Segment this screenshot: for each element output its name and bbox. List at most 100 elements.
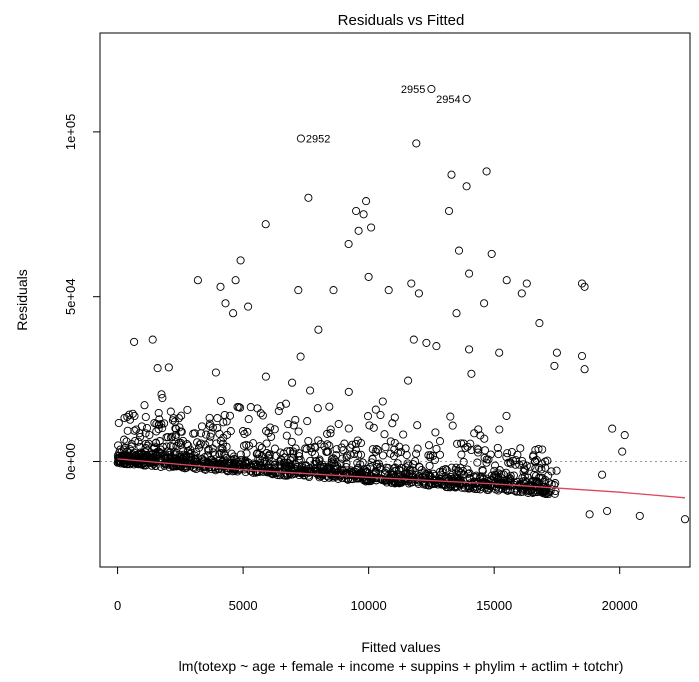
scatter-point <box>120 413 129 422</box>
scatter-point <box>378 476 387 485</box>
scatter-point <box>550 489 559 498</box>
scatter-point <box>194 443 204 452</box>
scatter-point <box>320 463 329 472</box>
scatter-point <box>291 415 300 424</box>
scatter-point <box>183 405 192 414</box>
scatter-point <box>384 286 393 295</box>
scatter-point <box>122 437 131 446</box>
scatter-point <box>332 445 341 454</box>
scatter-point <box>166 433 175 442</box>
scatter-point <box>302 445 311 454</box>
scatter-point <box>155 437 164 446</box>
scatter-point <box>145 430 154 440</box>
scatter-point <box>342 459 351 468</box>
scatter-point <box>195 440 204 449</box>
scatter-point <box>536 473 545 482</box>
scatter-point <box>353 465 362 474</box>
scatter-point <box>270 444 280 453</box>
point-label: 2954 <box>436 94 460 106</box>
scatter-point <box>580 282 589 291</box>
scatter-point <box>246 403 255 412</box>
scatter-point <box>535 463 544 472</box>
scatter-point <box>399 430 408 439</box>
scatter-point <box>368 455 377 464</box>
scatter-point <box>351 467 360 477</box>
scatter-point <box>220 410 229 420</box>
x-tick-label: 10000 <box>351 598 387 613</box>
scatter-point <box>428 469 438 478</box>
smooth-line <box>117 458 686 499</box>
scatter-point <box>314 469 323 478</box>
scatter-point <box>352 474 361 483</box>
scatter-point <box>221 299 230 308</box>
scatter-point <box>487 249 496 258</box>
scatter-point <box>285 462 294 471</box>
scatter-point <box>522 279 531 288</box>
scatter-point <box>415 463 424 472</box>
scatter-point <box>209 448 218 457</box>
scatter-point <box>353 470 362 479</box>
scatter-point <box>124 457 133 466</box>
scatter-point <box>446 483 455 492</box>
scatter-point <box>177 411 186 420</box>
scatter-point <box>378 451 388 460</box>
scatter-point <box>467 369 476 378</box>
scatter-point <box>289 449 298 458</box>
scatter-point <box>517 289 526 298</box>
scatter-point <box>367 472 376 481</box>
scatter-point <box>482 167 491 176</box>
scatter-point <box>390 413 399 422</box>
scatter-point <box>151 439 160 448</box>
scatter-point <box>177 427 186 436</box>
scatter-point <box>502 411 511 420</box>
scatter-point <box>457 450 466 459</box>
scatter-point <box>225 411 235 420</box>
scatter-point <box>166 407 175 416</box>
scatter-point <box>491 461 500 470</box>
y-tick-label: 1e+05 <box>63 114 78 151</box>
scatter-point <box>307 447 317 456</box>
scatter-point <box>482 474 491 483</box>
scatter-point <box>118 453 127 463</box>
scatter-point <box>577 351 587 361</box>
scatter-point <box>426 471 435 480</box>
scatter-point <box>434 478 443 487</box>
scatter-point <box>511 456 521 465</box>
scatter-point <box>120 435 129 444</box>
point-label: 2955 <box>401 84 425 96</box>
scatter-point <box>205 413 214 422</box>
scatter-point <box>216 282 225 291</box>
scatter-point <box>264 428 273 437</box>
scatter-point <box>454 246 464 255</box>
scatter-point <box>486 450 495 459</box>
scatter-point <box>333 461 342 470</box>
scatter-point <box>446 472 456 482</box>
scatter-point <box>215 429 224 438</box>
scatter-point <box>367 458 376 467</box>
scatter-point <box>529 451 538 460</box>
scatter-point <box>252 449 261 459</box>
scatter-point <box>528 488 537 497</box>
scatter-point <box>255 450 264 459</box>
scatter-point <box>270 468 279 477</box>
scatter-point <box>297 461 306 470</box>
scatter-point <box>274 406 283 416</box>
scatter-point <box>187 448 196 457</box>
x-axis-label: Fitted values <box>361 639 440 655</box>
scatter-point <box>462 182 471 191</box>
scatter-point <box>282 431 291 440</box>
scatter-point <box>484 485 493 494</box>
scatter-point <box>344 474 353 483</box>
scatter-point <box>397 447 406 457</box>
scatter-point <box>356 438 366 448</box>
scatter-point <box>502 453 511 462</box>
scatter-point <box>473 444 482 453</box>
scatter-point <box>296 134 305 143</box>
scatter-point <box>207 465 216 474</box>
scatter-point <box>284 420 293 429</box>
scatter-point <box>193 276 202 285</box>
scatter-point <box>435 450 445 459</box>
scatter-point <box>386 437 395 446</box>
scatter-point <box>478 466 487 476</box>
scatter-point <box>216 396 225 405</box>
